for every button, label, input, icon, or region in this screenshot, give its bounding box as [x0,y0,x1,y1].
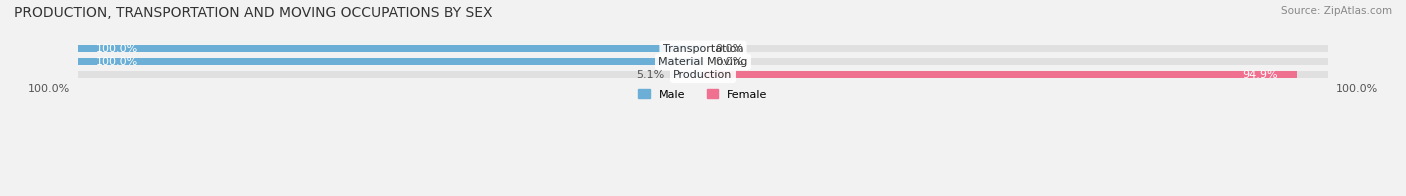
Bar [77,71,703,78]
Text: 100.0%: 100.0% [96,57,139,67]
Bar [77,45,703,53]
Text: PRODUCTION, TRANSPORTATION AND MOVING OCCUPATIONS BY SEX: PRODUCTION, TRANSPORTATION AND MOVING OC… [14,6,492,20]
Text: Transportation: Transportation [662,44,744,54]
Bar [703,45,1329,53]
Text: 100.0%: 100.0% [28,84,70,94]
Text: Material Moving: Material Moving [658,57,748,67]
Bar [671,71,703,78]
Bar [77,58,703,65]
Bar [77,58,703,65]
Text: 100.0%: 100.0% [1336,84,1378,94]
Text: 5.1%: 5.1% [637,70,665,80]
Text: 100.0%: 100.0% [96,44,139,54]
Bar [703,58,1329,65]
Bar [77,45,703,53]
Text: 0.0%: 0.0% [716,57,744,67]
Bar [703,71,1329,78]
Bar [703,71,1296,78]
Text: 0.0%: 0.0% [716,44,744,54]
Text: Source: ZipAtlas.com: Source: ZipAtlas.com [1281,6,1392,16]
Text: 94.9%: 94.9% [1241,70,1278,80]
Text: Production: Production [673,70,733,80]
Legend: Male, Female: Male, Female [634,85,772,104]
